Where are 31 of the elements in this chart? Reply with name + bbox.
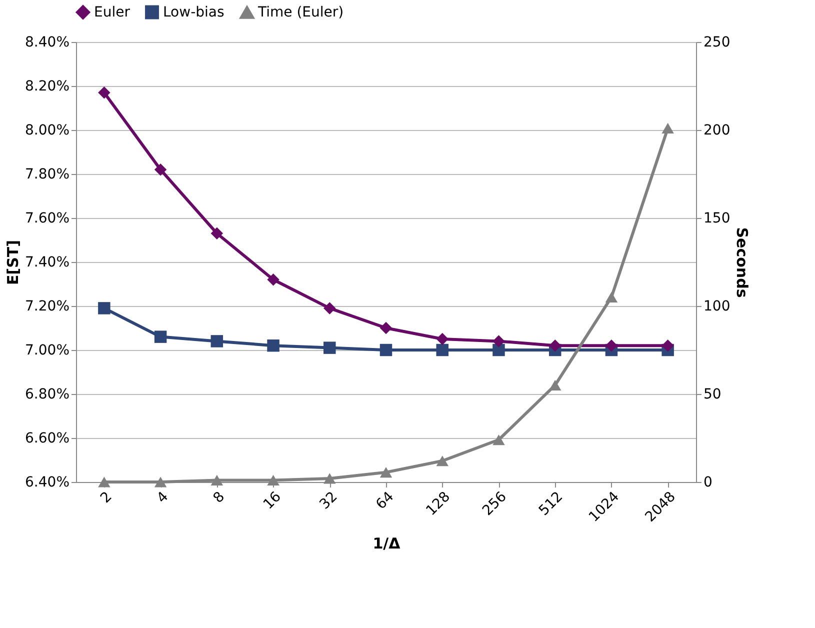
y-tick-label: 8.20% <box>25 78 70 94</box>
legend-label: Time (Euler) <box>257 4 344 21</box>
y2-tick-label: 150 <box>704 210 730 226</box>
y2-tick-label: 250 <box>704 34 730 50</box>
y-tick-label: 7.00% <box>25 342 70 358</box>
y-tick-label: 7.20% <box>25 298 70 314</box>
y-tick-label: 7.80% <box>25 166 70 182</box>
legend-label: Low-bias <box>163 4 224 20</box>
x-tick-label: 32 <box>316 488 341 513</box>
x-tick-label: 2 <box>98 488 116 506</box>
y-tick-label: 7.60% <box>25 210 70 226</box>
y-tick-label: 8.40% <box>25 34 70 50</box>
x-tick-label: 64 <box>373 488 398 513</box>
x-tick-label: 16 <box>260 488 284 513</box>
x-axis-title: 1/Δ <box>372 534 401 553</box>
x-tick-label: 128 <box>423 488 454 520</box>
y2-tick-label: 50 <box>704 386 722 402</box>
y-tick-label: 8.00% <box>25 122 70 138</box>
y2-axis-title: Seconds <box>733 227 752 298</box>
y2-tick-label: 100 <box>704 298 730 314</box>
y-tick-label: 6.40% <box>25 474 70 490</box>
y2-tick-label: 0 <box>704 474 712 490</box>
y2-tick-label: 200 <box>704 122 730 138</box>
y-tick-label: 6.60% <box>25 430 70 446</box>
x-tick-label: 4 <box>154 488 172 506</box>
x-tick-label: 512 <box>536 488 566 520</box>
x-tick-label: 8 <box>210 488 228 506</box>
y-axis-title: E[ST] <box>4 240 22 285</box>
legend-label: Euler <box>94 4 130 20</box>
y-tick-label: 6.80% <box>25 386 70 402</box>
y-tick-label: 7.40% <box>25 254 70 270</box>
